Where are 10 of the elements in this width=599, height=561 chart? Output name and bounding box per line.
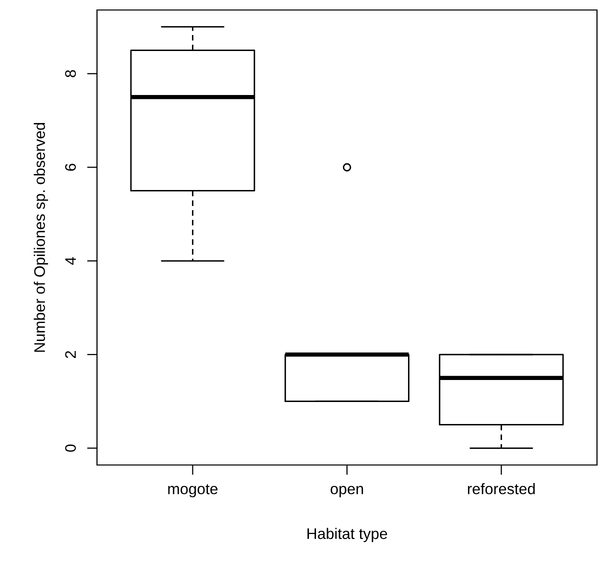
- y-tick-label: 6: [65, 164, 76, 171]
- y-tick-label: 4: [65, 257, 76, 265]
- y-tick-label: 0: [65, 444, 76, 452]
- x-tick-label: mogote: [168, 484, 218, 498]
- y-tick-label: 8: [65, 70, 76, 78]
- y-axis-title: Number of Opiliones sp. observed: [34, 122, 48, 352]
- x-tick-label: reforested: [468, 483, 535, 494]
- x-axis-title: Habitat type: [307, 528, 388, 542]
- y-tick-label: 2: [65, 351, 76, 358]
- x-tick-label: open: [330, 486, 364, 498]
